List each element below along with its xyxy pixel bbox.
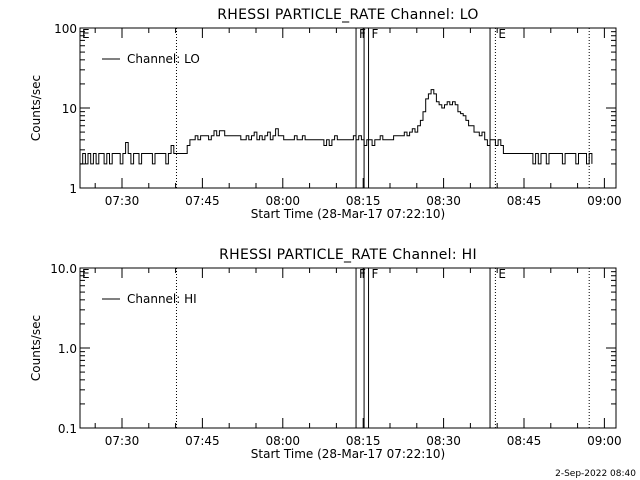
event-marker-label: E	[498, 267, 506, 281]
legend-label: Channel: HI	[127, 292, 197, 306]
y-tick-label: 100	[54, 22, 77, 36]
x-axis-label: Start Time (28-Mar-17 07:22:10)	[251, 207, 445, 221]
event-marker-label: F	[372, 267, 379, 281]
x-tick-label: 09:00	[587, 434, 622, 448]
x-tick-label: 08:15	[346, 434, 381, 448]
x-tick-label: 08:15	[346, 194, 381, 208]
x-tick-label: 08:30	[426, 194, 461, 208]
y-tick-label: 10	[62, 102, 77, 116]
corner-marker-label: E	[82, 267, 90, 281]
x-tick-label: 07:45	[185, 434, 220, 448]
legend-label: Channel: LO	[127, 52, 200, 66]
hi-channel-panel: RHESSI PARTICLE_RATE Channel: HI 0.1 1.0 10…	[29, 247, 622, 461]
lo-channel-panel: RHESSI PARTICLE_RATE Channel: LO 1 10 100 Co…	[29, 7, 622, 221]
event-marker-label: F	[372, 27, 379, 41]
chart-title: RHESSI PARTICLE_RATE Channel: LO	[217, 7, 478, 23]
footer-date: 2-Sep-2022 08:40	[555, 469, 636, 479]
event-marker-label: E	[498, 27, 506, 41]
event-marker-label: F	[359, 27, 366, 41]
series-line	[80, 89, 593, 165]
x-tick-label: 08:00	[265, 194, 300, 208]
x-tick-label: 07:30	[105, 194, 140, 208]
x-tick-label: 09:00	[587, 194, 622, 208]
x-axis-label: Start Time (28-Mar-17 07:22:10)	[251, 447, 445, 461]
y-axis-label: Counts/sec	[29, 315, 43, 381]
y-tick-label: 0.1	[58, 422, 77, 436]
y-tick-label: 1.0	[58, 342, 77, 356]
x-tick-label: 08:45	[507, 434, 542, 448]
y-tick-label: 10.0	[50, 262, 77, 276]
x-tick-label: 08:00	[265, 434, 300, 448]
event-marker-label: F	[359, 267, 366, 281]
y-axis-label: Counts/sec	[29, 75, 43, 141]
x-tick-label: 07:30	[105, 434, 140, 448]
corner-marker-label: E	[82, 27, 90, 41]
x-tick-label: 08:30	[426, 434, 461, 448]
x-tick-label: 08:45	[507, 194, 542, 208]
y-tick-label: 1	[69, 182, 77, 196]
x-tick-label: 07:45	[185, 194, 220, 208]
chart-title: RHESSI PARTICLE_RATE Channel: HI	[219, 247, 477, 263]
